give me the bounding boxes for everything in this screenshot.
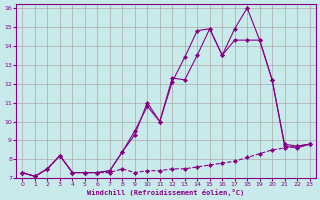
X-axis label: Windchill (Refroidissement éolien,°C): Windchill (Refroidissement éolien,°C) [87,189,245,196]
